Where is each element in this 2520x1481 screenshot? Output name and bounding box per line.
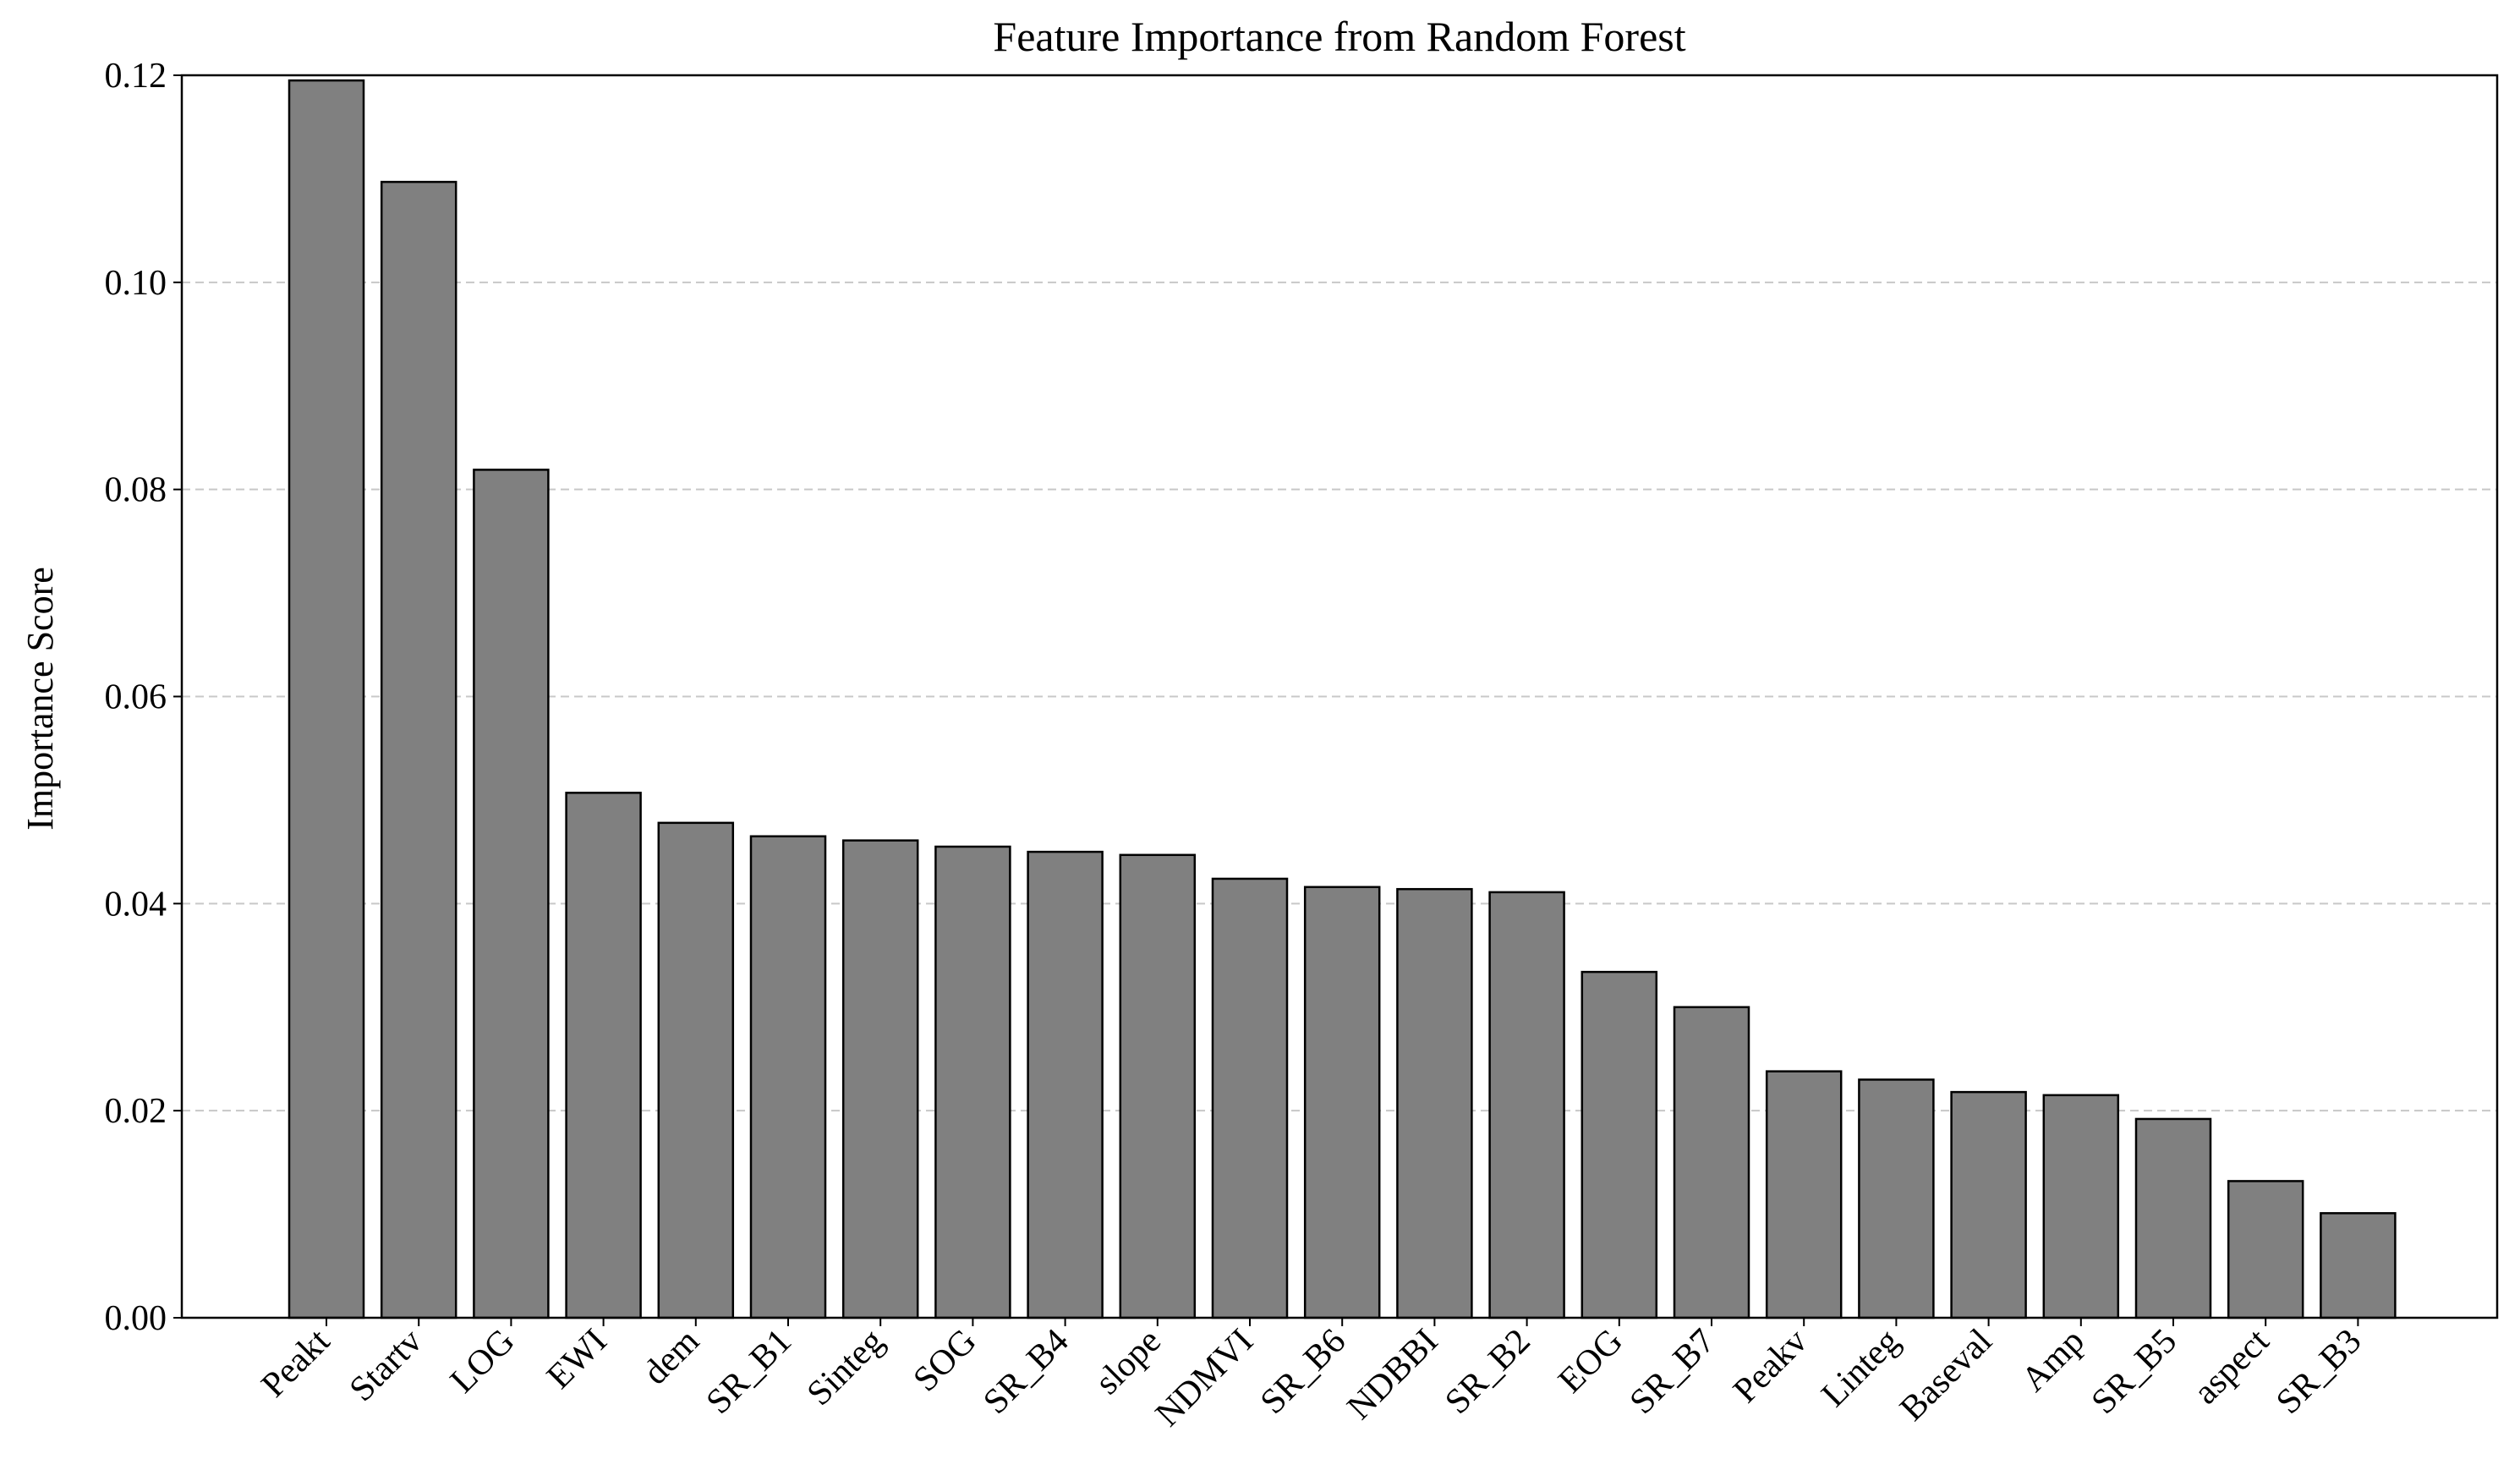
- bar: [749, 835, 827, 1319]
- x-tick-label: SR_B5: [2084, 1322, 2184, 1422]
- bar: [1119, 853, 1197, 1319]
- bar: [657, 821, 735, 1319]
- y-tick-label: 0.00: [105, 1299, 167, 1338]
- x-tick-label: dem: [636, 1321, 707, 1392]
- plot-frame: [180, 74, 2499, 1319]
- x-tick-label: SR_B4: [976, 1322, 1076, 1422]
- x-tick-label: aspect: [2187, 1321, 2277, 1412]
- bar: [2227, 1180, 2304, 1319]
- y-tick-label: 0.12: [105, 57, 167, 96]
- y-tick-label: 0.08: [105, 471, 167, 510]
- bar: [1765, 1070, 1843, 1319]
- y-tick-label: 0.06: [105, 678, 167, 717]
- x-tick-label: Baseval: [1893, 1322, 2000, 1429]
- bar: [1211, 877, 1289, 1319]
- x-tick-label: NDMVI: [1148, 1322, 1261, 1434]
- x-tick-label: LOG: [443, 1322, 523, 1401]
- bar: [2042, 1094, 2120, 1319]
- bar: [2134, 1117, 2212, 1319]
- y-axis-label: Importance Score: [19, 567, 61, 831]
- y-tick-label: 0.10: [105, 264, 167, 303]
- x-tick-label: SR_B3: [2269, 1322, 2369, 1422]
- bar: [380, 180, 457, 1319]
- x-tick-label: Amp: [2014, 1322, 2092, 1400]
- bar: [1580, 970, 1658, 1319]
- bar: [1303, 886, 1381, 1319]
- x-tick-label: EWI: [540, 1322, 615, 1397]
- x-tick-label: SR_B2: [1438, 1322, 1537, 1422]
- x-tick-label: slope: [1088, 1322, 1169, 1402]
- x-tick-label: Peakt: [255, 1321, 338, 1405]
- x-tick-label: EOG: [1551, 1322, 1630, 1401]
- x-tick-label: SR_B1: [699, 1322, 799, 1422]
- bar: [1673, 1006, 1750, 1319]
- bar: [565, 792, 642, 1319]
- bar: [1396, 887, 1473, 1319]
- bar: [1027, 850, 1104, 1319]
- bar: [1950, 1090, 2027, 1319]
- bar: [288, 79, 365, 1319]
- bar: [841, 839, 919, 1319]
- y-tick-label: 0.04: [105, 885, 167, 924]
- x-tick-label: NDBBI: [1340, 1322, 1446, 1428]
- x-tick-label: Peakv: [1726, 1322, 1815, 1411]
- bar: [1858, 1078, 1935, 1319]
- x-tick-label: Sinteg: [800, 1322, 891, 1413]
- chart-title: Feature Importance from Random Forest: [993, 13, 1685, 60]
- bar: [473, 469, 550, 1319]
- x-tick-label: SOG: [907, 1322, 984, 1400]
- x-tick-label: SR_B7: [1623, 1322, 1723, 1422]
- bar: [2320, 1212, 2397, 1319]
- y-tick-label: 0.02: [105, 1092, 167, 1131]
- x-tick-label: SR_B6: [1253, 1322, 1353, 1422]
- bar: [934, 845, 1011, 1319]
- bar: [1488, 891, 1565, 1319]
- x-tick-label: Startv: [342, 1322, 430, 1409]
